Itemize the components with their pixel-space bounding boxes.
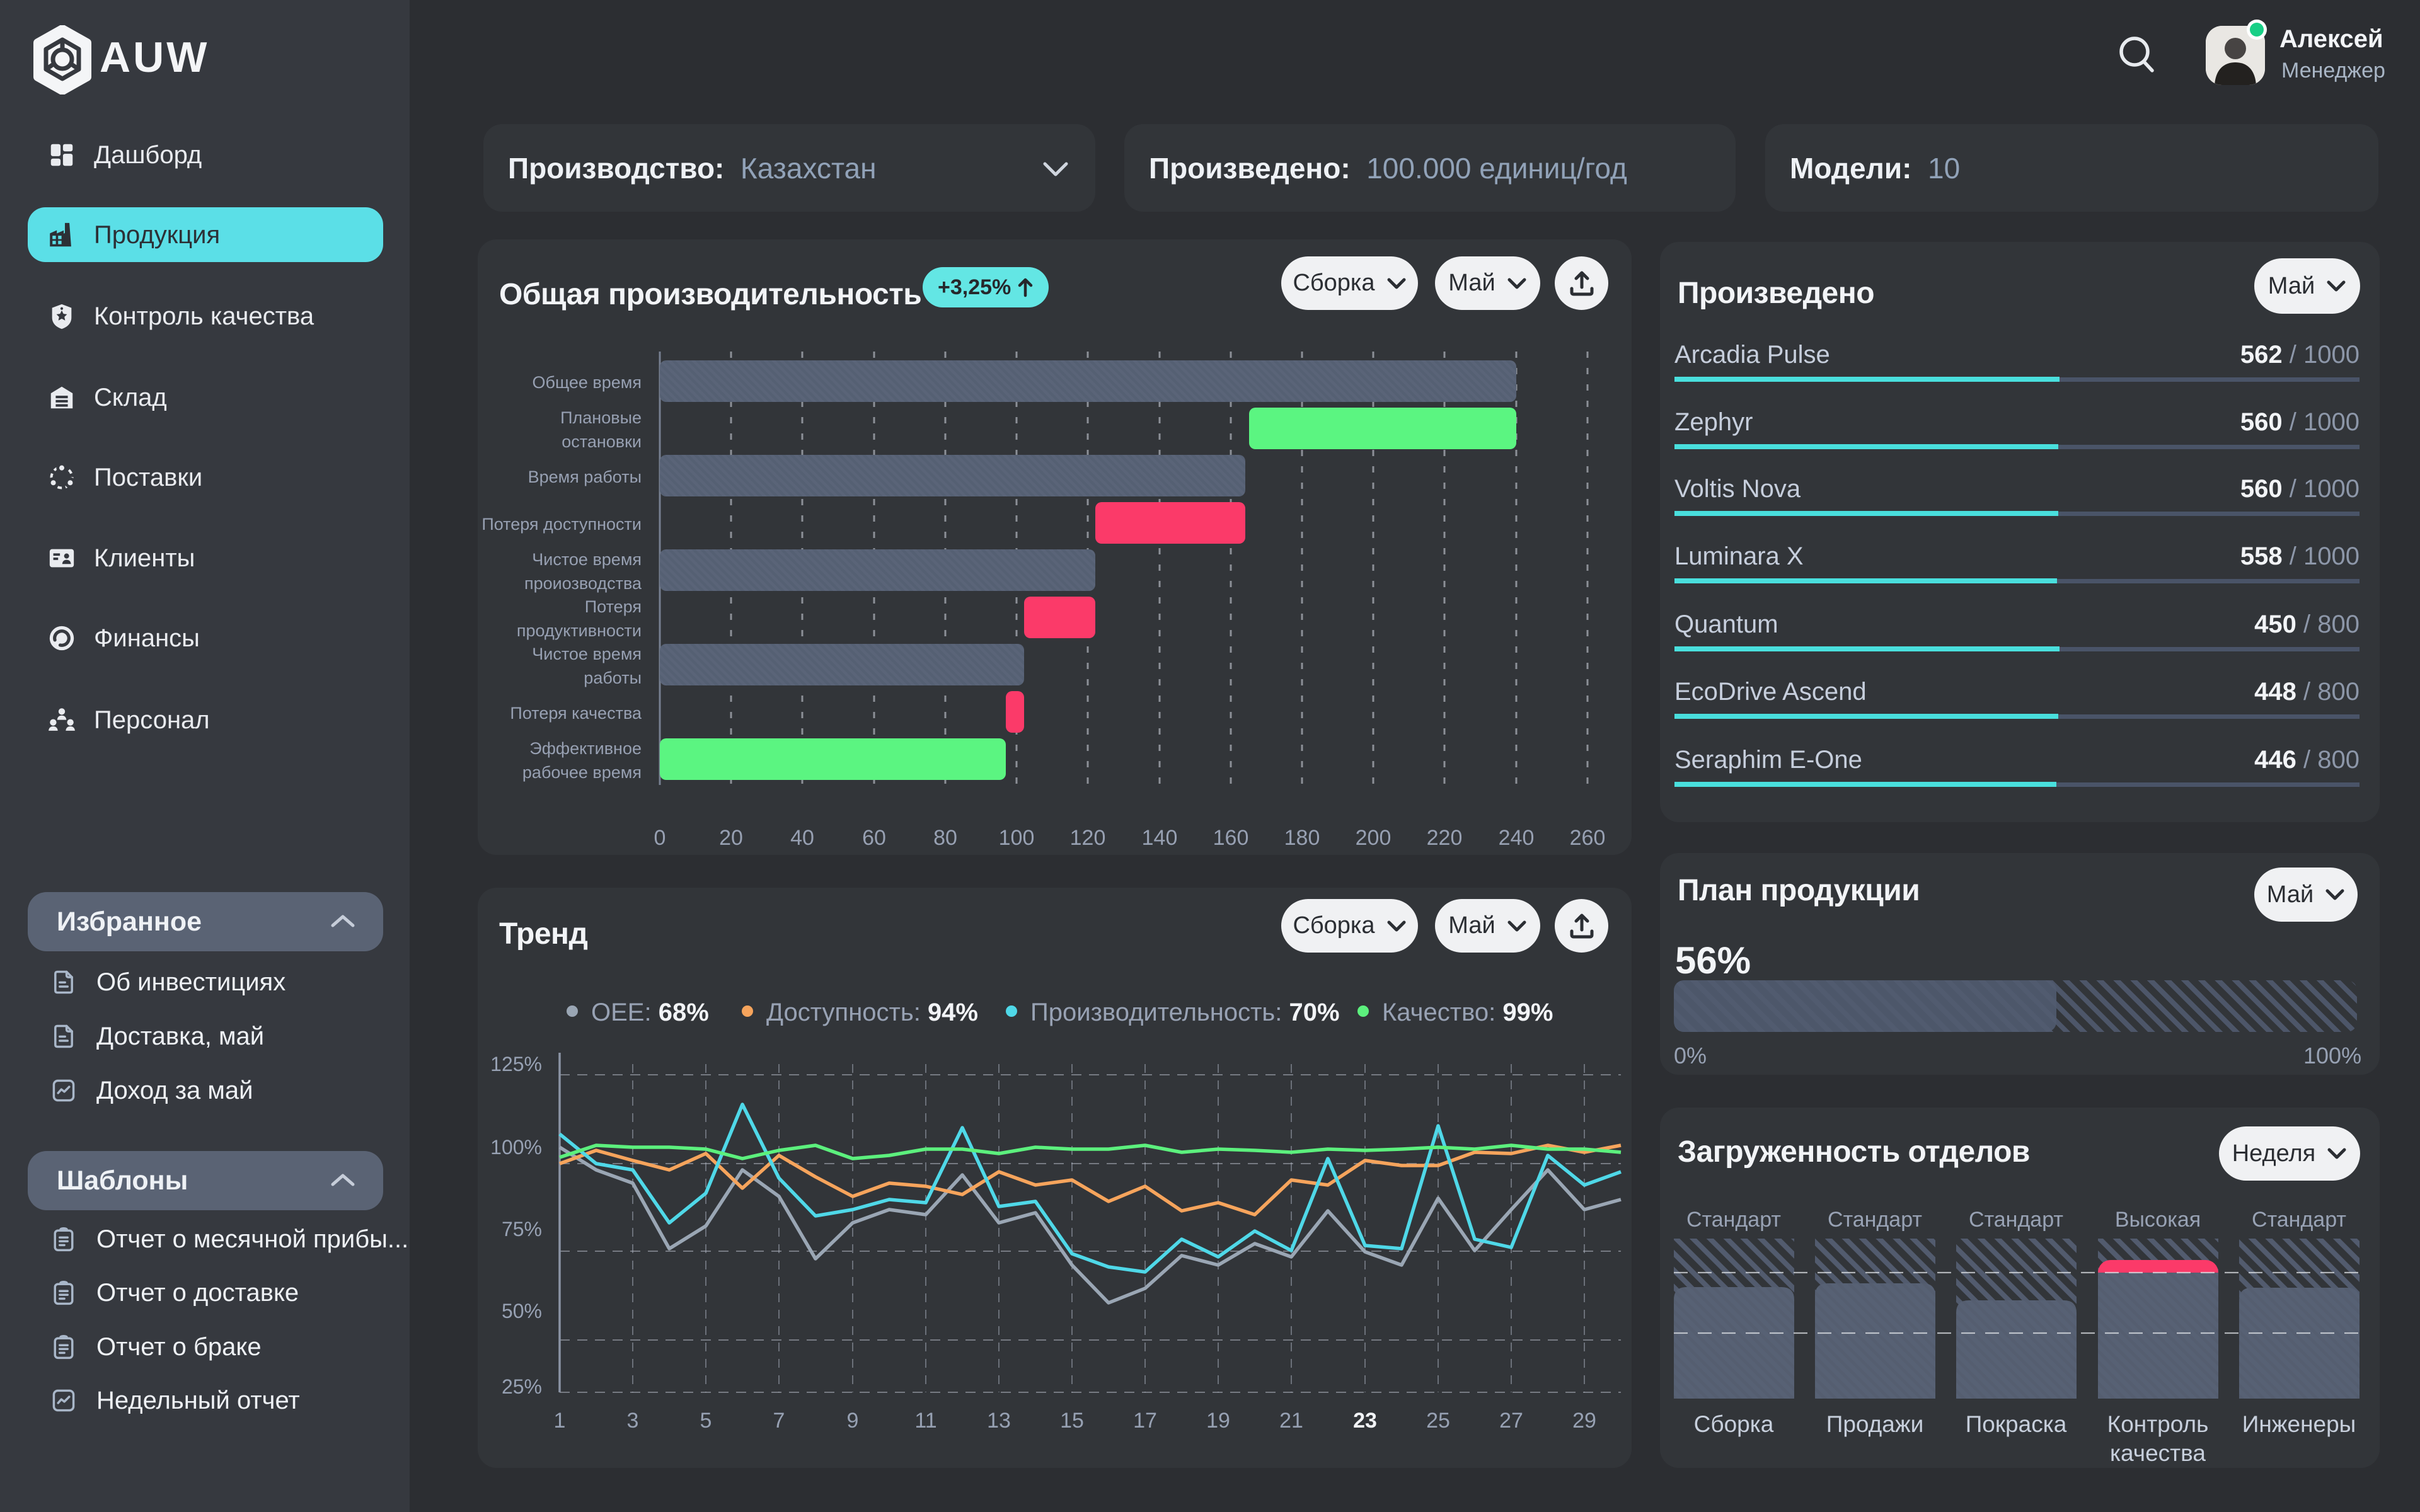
svg-text:13: 13	[987, 1409, 1011, 1433]
svg-text:27: 27	[1499, 1409, 1523, 1433]
svg-text:40: 40	[790, 826, 814, 850]
svg-text:21: 21	[1279, 1409, 1303, 1433]
svg-text:200: 200	[1356, 826, 1392, 850]
svg-text:Стандарт: Стандарт	[2252, 1208, 2346, 1232]
svg-text:15: 15	[1060, 1409, 1084, 1433]
svg-text:29: 29	[1572, 1409, 1596, 1433]
svg-text:160: 160	[1213, 826, 1249, 850]
svg-text:260: 260	[1570, 826, 1606, 850]
svg-text:Arcadia Pulse: Arcadia Pulse	[1674, 341, 1830, 369]
svg-text:OEE: 68%: OEE: 68%	[591, 999, 709, 1026]
svg-text:Стандарт: Стандарт	[1686, 1208, 1781, 1232]
svg-text:3: 3	[627, 1409, 639, 1433]
svg-text:Стандарт: Стандарт	[1969, 1208, 2063, 1232]
svg-text:Voltis Nova: Voltis Nova	[1674, 475, 1801, 503]
svg-text:Потеря доступности: Потеря доступности	[481, 515, 642, 534]
svg-text:Потеря качества: Потеря качества	[510, 704, 642, 723]
svg-text:Потеря: Потеря	[585, 597, 642, 616]
svg-text:220: 220	[1427, 826, 1463, 850]
svg-text:100: 100	[999, 826, 1035, 850]
svg-text:EcoDrive Ascend: EcoDrive Ascend	[1674, 678, 1867, 706]
svg-text:140: 140	[1142, 826, 1178, 850]
svg-text:Покраска: Покраска	[1966, 1411, 2067, 1437]
svg-text:Общее время: Общее время	[533, 373, 642, 392]
svg-text:остановки: остановки	[562, 432, 642, 451]
svg-text:120: 120	[1070, 826, 1106, 850]
svg-text:560 / 1000: 560 / 1000	[2240, 475, 2360, 503]
svg-text:Плановые: Плановые	[560, 408, 642, 427]
svg-text:50%: 50%	[502, 1300, 542, 1322]
svg-text:проиозводства: проиозводства	[524, 574, 642, 593]
svg-text:125%: 125%	[490, 1053, 542, 1075]
svg-text:Чистое время: Чистое время	[532, 644, 642, 663]
svg-text:446 / 800: 446 / 800	[2254, 746, 2360, 774]
svg-text:Качество: 99%: Качество: 99%	[1382, 999, 1553, 1026]
svg-text:75%: 75%	[502, 1218, 542, 1240]
svg-text:80: 80	[933, 826, 957, 850]
svg-text:450 / 800: 450 / 800	[2254, 610, 2360, 638]
svg-text:19: 19	[1206, 1409, 1230, 1433]
svg-text:5: 5	[700, 1409, 712, 1433]
svg-text:1: 1	[554, 1409, 566, 1433]
svg-text:448 / 800: 448 / 800	[2254, 678, 2360, 706]
svg-text:Инженеры: Инженеры	[2242, 1411, 2356, 1437]
svg-text:Сборка: Сборка	[1694, 1411, 1774, 1437]
svg-text:560 / 1000: 560 / 1000	[2240, 408, 2360, 436]
svg-text:качества: качества	[2110, 1440, 2206, 1466]
svg-text:Время работы: Время работы	[528, 467, 642, 486]
svg-text:Доступность: 94%: Доступность: 94%	[766, 999, 978, 1026]
svg-text:25%: 25%	[502, 1375, 542, 1398]
svg-text:Quantum: Quantum	[1674, 610, 1778, 638]
svg-text:Высокая: Высокая	[2115, 1208, 2201, 1232]
svg-text:рабочее время: рабочее время	[522, 763, 642, 782]
svg-text:работы: работы	[584, 668, 642, 687]
svg-text:Контроль: Контроль	[2107, 1411, 2209, 1437]
svg-text:100%: 100%	[490, 1136, 542, 1159]
svg-text:Продажи: Продажи	[1826, 1411, 1924, 1437]
svg-text:Luminara X: Luminara X	[1674, 542, 1804, 570]
svg-text:562 / 1000: 562 / 1000	[2240, 341, 2360, 369]
svg-text:20: 20	[719, 826, 743, 850]
svg-text:9: 9	[847, 1409, 859, 1433]
svg-text:Стандарт: Стандарт	[1828, 1208, 1922, 1232]
svg-text:Производительность: 70%: Производительность: 70%	[1030, 999, 1340, 1026]
svg-text:240: 240	[1499, 826, 1535, 850]
svg-text:7: 7	[773, 1409, 785, 1433]
svg-text:11: 11	[914, 1409, 936, 1433]
svg-text:0: 0	[654, 826, 666, 850]
svg-text:23: 23	[1353, 1409, 1377, 1433]
svg-text:17: 17	[1133, 1409, 1157, 1433]
svg-text:558 / 1000: 558 / 1000	[2240, 542, 2360, 570]
svg-text:Эффективное: Эффективное	[529, 739, 642, 758]
svg-text:Zephyr: Zephyr	[1674, 408, 1753, 436]
svg-text:60: 60	[862, 826, 886, 850]
svg-text:Чистое время: Чистое время	[532, 550, 642, 569]
svg-text:180: 180	[1284, 826, 1320, 850]
svg-text:Seraphim E-One: Seraphim E-One	[1674, 746, 1862, 774]
svg-text:25: 25	[1426, 1409, 1450, 1433]
svg-text:продуктивности: продуктивности	[517, 621, 642, 640]
